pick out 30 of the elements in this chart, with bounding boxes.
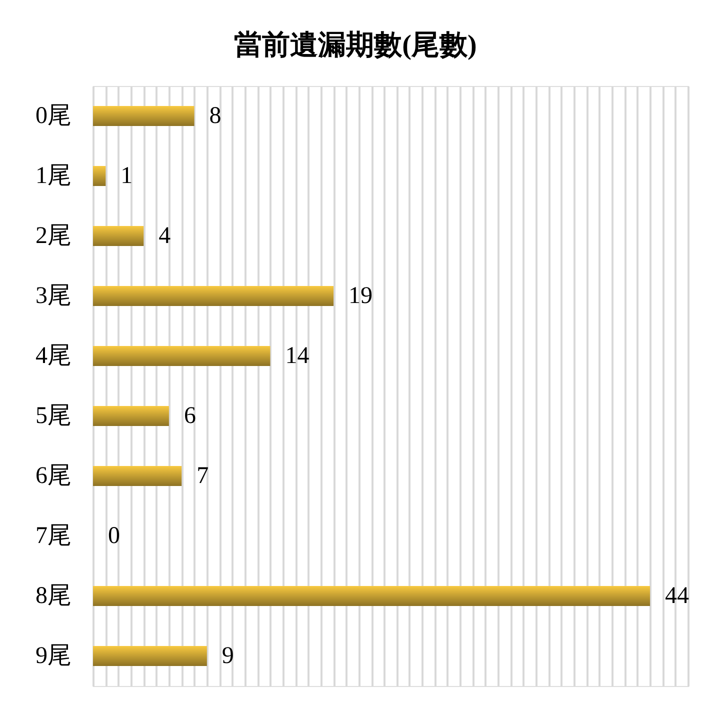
chart-title: 當前遺漏期數(尾數) — [234, 30, 477, 61]
y-tick-label: 6尾 — [36, 463, 72, 489]
y-tick-label: 5尾 — [36, 403, 72, 429]
y-tick-label: 3尾 — [36, 283, 72, 309]
bar — [93, 646, 207, 666]
data-label: 0 — [108, 523, 120, 549]
data-label: 6 — [184, 403, 196, 429]
y-tick-label: 8尾 — [36, 583, 72, 609]
data-label: 9 — [222, 643, 234, 669]
data-label: 19 — [348, 283, 373, 309]
bar — [93, 166, 106, 186]
y-tick-label: 1尾 — [36, 163, 72, 189]
bar — [93, 346, 270, 366]
bar — [93, 226, 144, 246]
bar — [93, 106, 194, 126]
bar — [93, 406, 169, 426]
bar — [93, 586, 650, 606]
data-label: 1 — [120, 163, 133, 189]
y-tick-label: 7尾 — [36, 523, 72, 549]
y-tick-label: 9尾 — [36, 643, 72, 669]
y-tick-label: 2尾 — [36, 223, 72, 249]
data-label: 44 — [665, 583, 690, 609]
y-tick-label: 4尾 — [36, 343, 72, 369]
bar — [93, 466, 182, 486]
data-label: 14 — [285, 343, 310, 369]
bar — [93, 286, 334, 306]
data-label: 8 — [209, 103, 222, 129]
data-label: 7 — [196, 463, 209, 489]
data-label: 4 — [158, 223, 171, 249]
y-tick-label: 0尾 — [36, 103, 72, 129]
